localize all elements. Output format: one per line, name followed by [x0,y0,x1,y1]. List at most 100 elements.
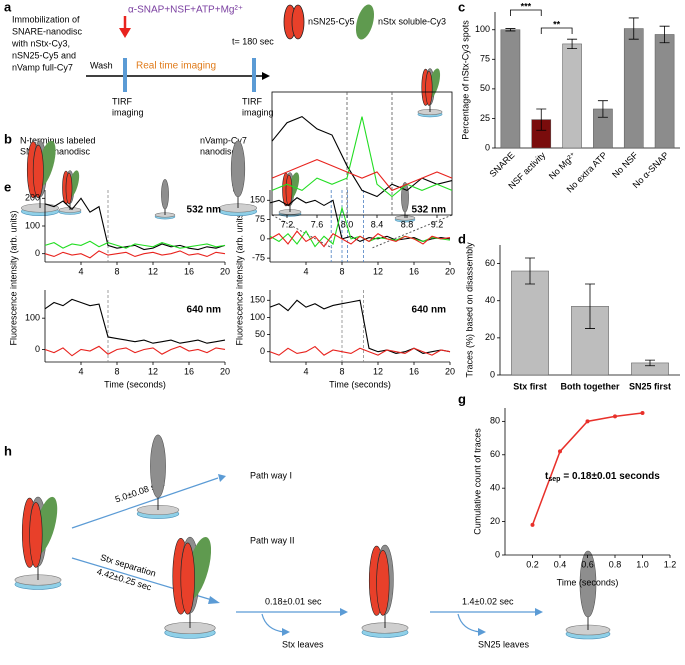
bar [623,28,644,149]
pathway-label: Path way I [250,470,292,480]
x-tick-label: 8 [339,266,344,276]
panel-label: a [4,0,12,14]
x-tick-label: 8.4 [371,219,384,229]
arrowhead [535,608,543,616]
y-tick-label: 0 [35,248,40,258]
x-tick-label: 4 [78,366,83,376]
x-tick-label: 20 [220,366,230,376]
x-tick-label: 16 [184,366,194,376]
legend-entry: nSN25-Cy5 [308,16,355,26]
event-label: Stx leaves [282,639,324,649]
point [558,449,562,454]
significance-bracket [540,27,573,34]
point [530,522,535,527]
x-tick-label: SN25 first [629,381,671,391]
sn25 [285,174,293,207]
y-axis-label: Traces (%) based on disassembly [464,242,474,378]
arrowhead [340,608,348,616]
error-bar [505,28,516,32]
x-tick-label: 12 [148,366,158,376]
line [269,345,451,356]
tirf-label: imaging [112,107,144,117]
x-tick-label: 8.0 [341,219,354,229]
line [44,298,226,344]
x-axis-label: Time (seconds) [104,379,166,389]
y-tick-label: 0 [260,346,265,356]
x-tick-label: 0.4 [554,559,567,569]
wash-label: Wash [90,60,113,70]
tirf-label: imaging [242,107,274,117]
x-tick-label: 4 [303,266,308,276]
y-tick-label: 40 [490,483,500,493]
arrow [457,613,481,633]
line [271,116,453,198]
channel-label: 640 nm [187,305,222,316]
y-tick-label: 60 [485,258,495,268]
imaging-label: Real time imaging [136,61,216,72]
x-tick-label: Stx first [513,381,547,391]
plot-frame [271,91,453,216]
line [44,240,226,249]
y-tick-label: 100 [475,24,490,34]
fit-annotation: tsep = 0.18±0.01 seconds [545,471,660,483]
y-tick-label: 0 [495,549,500,559]
y-tick-label: 100 [25,313,40,323]
x-tick-label: 8 [339,366,344,376]
description: N-terminus labeled [20,135,96,145]
vamp [161,179,169,210]
error-bar [597,100,608,118]
description: with nStx-Cy3, [11,38,70,48]
x-tick-label: 8.8 [401,219,414,229]
significance-bracket [510,9,542,16]
rate-label: 1.4±0.02 sec [462,596,514,606]
line [44,250,226,259]
x-tick-label: 0.2 [526,559,539,569]
description: nSN25-Cy5 and [12,50,76,60]
panel-label: c [458,0,465,14]
bar [511,270,549,376]
line [271,159,453,192]
fit-value: = 0.18±0.01 seconds [563,471,660,482]
vamp [150,434,166,498]
significance-label: *** [521,1,532,11]
sn25 [65,172,73,205]
y-axis-label: Percentage of nStx-Cy3 spots [460,20,470,140]
time-bar [252,58,256,92]
x-tick-label: 12 [373,266,383,276]
y-tick-label: 40 [485,295,495,305]
x-tick-label: No Mg²⁺ [547,150,578,181]
y-tick-label: -75 [252,253,265,263]
y-tick-label: 20 [490,516,500,526]
error-bar [525,257,535,285]
x-tick-label: 9.2 [431,219,444,229]
y-tick-label: 0 [485,142,490,152]
pathway-label: Path way II [250,535,295,545]
x-tick-label: 20 [445,366,455,376]
stx-icon [355,4,375,40]
error-bar [645,359,655,367]
y-tick-label: 50 [480,83,490,93]
sn25 [180,542,195,615]
x-axis-label: Time (seconds) [557,577,619,587]
y-axis-label: Fluorescence intensity (arb. units) [234,210,244,345]
rate-label: 0.18±0.01 sec [265,596,322,606]
y-tick-label: 50 [255,329,265,339]
sn25 [29,501,43,568]
event-label: SN25 leaves [478,639,530,649]
arrowhead [478,628,486,636]
description: nVamp-Cy7 [200,135,247,145]
y-axis-label: Cumulative count of traces [472,428,482,535]
y-tick-label: 200 [25,193,40,203]
x-tick-label: 8 [114,266,119,276]
y-axis-label: Fluorescence intensity (arb. units) [8,210,18,345]
line [531,412,643,526]
x-tick-label: 12 [373,366,383,376]
panel-label: b [4,131,12,146]
channel-label: 640 nm [412,305,447,316]
legend-entry: nStx soluble-Cy3 [378,16,446,26]
panel-label: g [458,391,466,406]
fit-symbol: t [545,471,549,482]
significance-label: ** [553,19,561,29]
x-tick-label: No NSF [610,150,640,180]
